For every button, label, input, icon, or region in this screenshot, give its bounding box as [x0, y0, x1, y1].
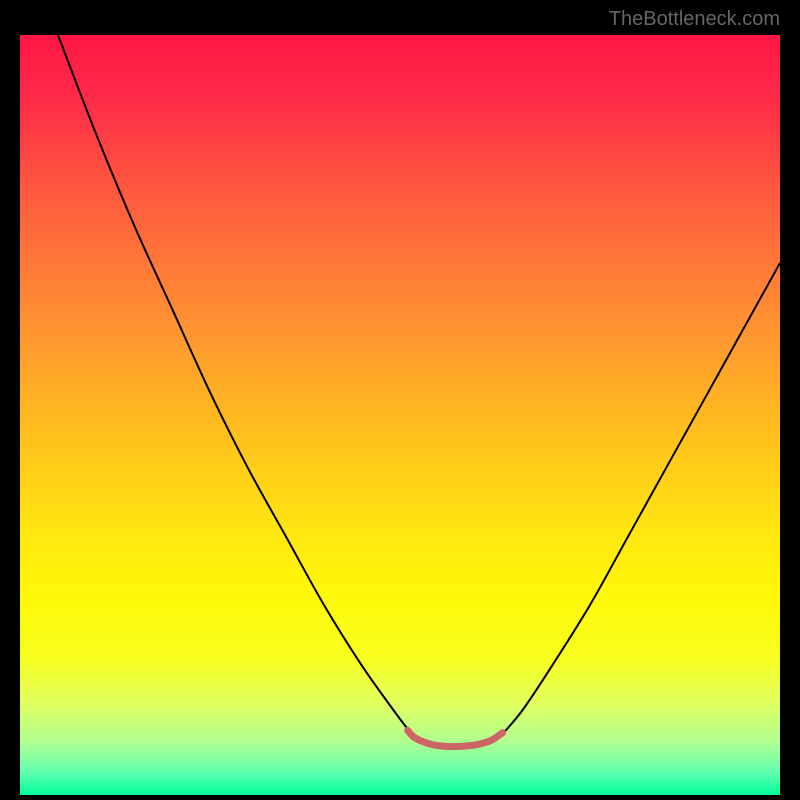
- chart-container: [20, 35, 780, 795]
- watermark-text: TheBottleneck.com: [609, 8, 780, 31]
- chart-background: [20, 35, 780, 795]
- chart-svg: [20, 35, 780, 795]
